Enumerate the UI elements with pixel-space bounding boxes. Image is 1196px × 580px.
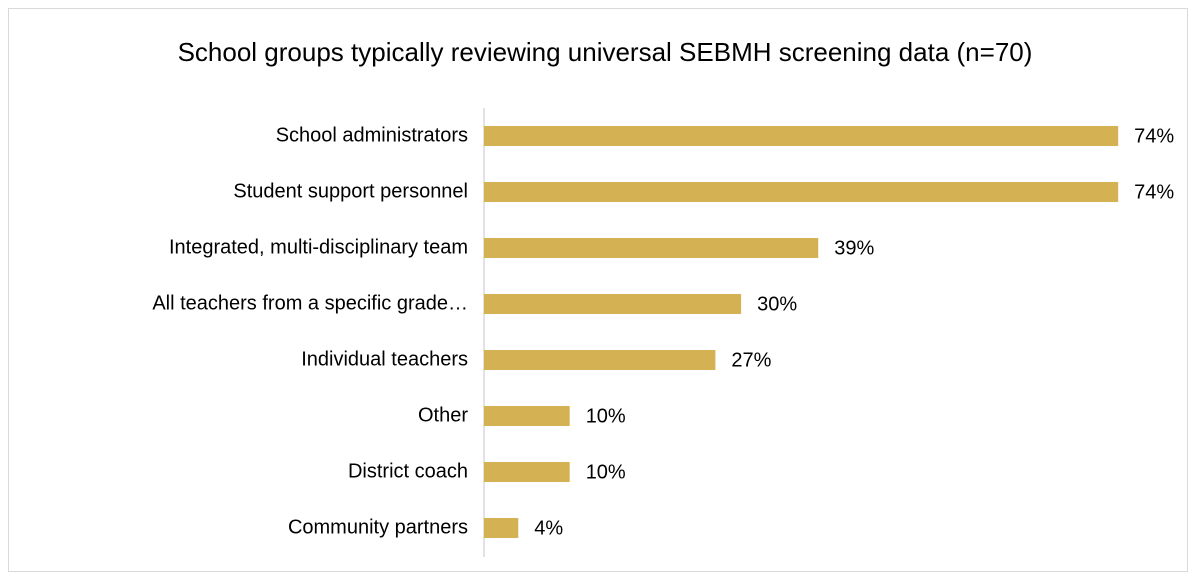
category-label: All teachers from a specific grade… — [152, 292, 468, 314]
bar — [484, 182, 1119, 202]
category-label: District coach — [348, 460, 468, 482]
bar — [484, 238, 819, 258]
category-label: School administrators — [276, 124, 468, 146]
category-label: Integrated, multi-disciplinary team — [169, 236, 468, 258]
data-label: 4% — [534, 517, 563, 539]
category-label: Student support personnel — [233, 180, 468, 202]
data-label: 10% — [586, 405, 626, 427]
chart-border — [8, 8, 1188, 572]
chart-title: School groups typically reviewing univer… — [177, 37, 1033, 67]
bar — [484, 350, 716, 370]
data-label: 30% — [757, 293, 797, 315]
bar — [484, 126, 1119, 146]
data-label: 74% — [1134, 125, 1174, 147]
data-label: 74% — [1134, 181, 1174, 203]
data-label: 10% — [586, 461, 626, 483]
bar — [484, 294, 742, 314]
bar — [484, 518, 519, 538]
bar — [484, 462, 570, 482]
category-label: Community partners — [288, 516, 468, 538]
bar — [484, 406, 570, 426]
data-label: 27% — [731, 349, 771, 371]
category-label: Other — [418, 404, 468, 426]
data-label: 39% — [834, 237, 874, 259]
category-label: Individual teachers — [301, 348, 468, 370]
